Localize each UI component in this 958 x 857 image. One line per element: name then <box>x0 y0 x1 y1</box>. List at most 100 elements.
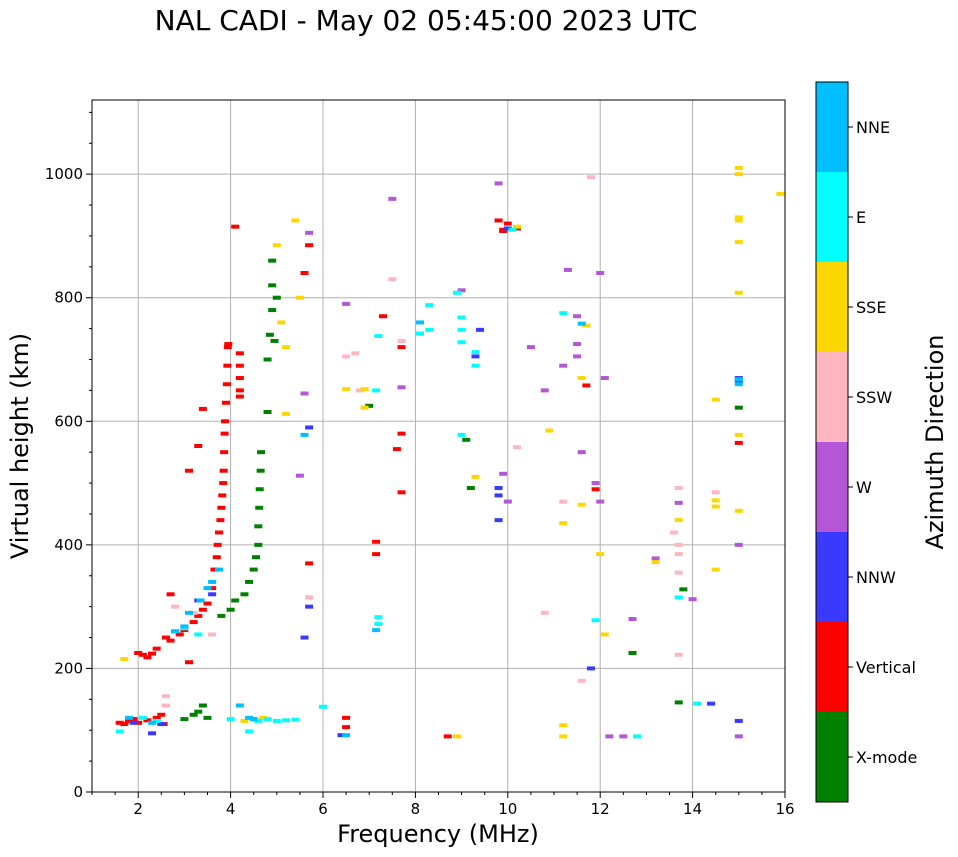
data-point-vertical <box>494 218 503 223</box>
data-point-e <box>319 704 327 709</box>
data-point-e <box>374 334 383 339</box>
data-point-nnw <box>471 354 480 359</box>
data-point-ssw <box>208 632 217 637</box>
data-point-x-mode <box>203 715 212 720</box>
data-point-vertical <box>198 607 207 612</box>
data-point-ssw <box>513 445 522 450</box>
colorbar-swatch <box>816 262 848 352</box>
data-point-vertical <box>120 722 129 727</box>
data-point-sse <box>342 387 351 392</box>
data-point-vertical <box>372 552 381 557</box>
colorbar-tick-label: NNE <box>856 118 890 137</box>
data-point-nnw <box>586 666 595 671</box>
data-point-vertical <box>129 717 138 722</box>
data-point-w <box>573 354 582 359</box>
data-point-vertical <box>582 383 591 388</box>
data-point-x-mode <box>252 555 261 560</box>
data-point-x-mode <box>245 579 254 584</box>
data-point-ssw <box>711 490 720 495</box>
data-point-x-mode <box>254 524 263 529</box>
data-point-e <box>471 350 480 355</box>
data-point-x-mode <box>265 332 274 337</box>
data-point-vertical <box>166 592 175 597</box>
data-point-x-mode <box>263 410 272 415</box>
colorbar-swatch <box>816 172 848 262</box>
data-point-sse <box>734 165 743 170</box>
data-point-ssw <box>540 610 549 615</box>
x-tick-label: 2 <box>133 800 143 818</box>
data-point-sse <box>545 428 554 433</box>
data-point-vertical <box>219 481 228 486</box>
colorbar-swatch <box>816 82 848 172</box>
data-point-x-mode <box>255 487 264 492</box>
data-point-sse <box>282 345 291 350</box>
data-point-vertical <box>189 620 198 625</box>
data-point-w <box>651 556 660 561</box>
data-point-x-mode <box>272 295 281 300</box>
data-points <box>115 165 785 739</box>
data-point-e <box>425 327 434 332</box>
data-point-ssw <box>586 175 595 180</box>
data-point-ssw <box>397 338 406 343</box>
colorbar-tick-label: SSE <box>856 298 886 317</box>
data-point-w <box>397 385 406 390</box>
colorbar-swatch <box>816 442 848 532</box>
data-point-x-mode <box>240 592 249 597</box>
data-point-x-mode <box>194 709 203 714</box>
data-point-vertical <box>194 444 203 448</box>
data-point-vertical <box>397 490 406 495</box>
data-point-ssw <box>171 604 180 609</box>
data-point-vertical <box>216 518 225 523</box>
colorbar-label: Azimuth Direction <box>921 335 949 550</box>
data-point-x-mode <box>462 437 471 442</box>
data-point-sse <box>360 387 369 392</box>
data-point-ssw <box>161 703 170 708</box>
data-point-sse <box>776 191 785 196</box>
data-point-e <box>452 290 461 295</box>
data-point-w <box>619 734 628 739</box>
data-point-w <box>605 734 614 739</box>
data-point-x-mode <box>263 357 272 362</box>
data-point-sse <box>596 552 605 557</box>
data-point-w <box>559 363 568 368</box>
data-point-w <box>494 181 503 186</box>
data-point-vertical <box>397 431 406 436</box>
data-point-sse <box>240 718 249 723</box>
data-point-nnw <box>503 226 512 231</box>
x-tick-label: 10 <box>498 800 517 818</box>
data-point-vertical <box>221 419 230 424</box>
data-point-w <box>388 196 397 201</box>
data-point-sse <box>291 218 300 223</box>
data-point-nne <box>124 715 133 720</box>
data-point-e <box>457 327 466 332</box>
data-point-x-mode <box>255 505 264 510</box>
data-point-sse <box>559 734 568 739</box>
data-point-x-mode <box>254 542 263 547</box>
colorbar-swatch <box>816 622 848 712</box>
data-point-e <box>508 227 517 232</box>
data-point-vertical <box>342 715 351 720</box>
data-point-sse <box>711 397 720 402</box>
data-point-vertical <box>203 601 212 606</box>
data-point-nnw <box>494 493 503 498</box>
data-point-e <box>254 718 263 723</box>
data-point-w <box>628 617 637 621</box>
data-point-vertical <box>305 561 314 566</box>
data-point-e <box>372 388 381 393</box>
data-point-vertical <box>161 635 170 640</box>
data-point-nne <box>180 624 189 629</box>
chart-title: NAL CADI - May 02 05:45:00 2023 UTC <box>154 4 698 37</box>
data-point-ssw <box>388 277 397 282</box>
data-point-x-mode <box>226 607 235 612</box>
data-point-ssw <box>577 678 586 683</box>
data-point-vertical <box>138 652 147 657</box>
data-point-w <box>591 481 600 486</box>
data-point-vertical <box>124 718 133 723</box>
data-point-vertical <box>213 542 222 547</box>
data-point-x-mode <box>268 308 277 313</box>
data-point-vertical <box>231 224 240 229</box>
data-point-vertical <box>152 646 161 651</box>
data-point-w <box>503 499 512 504</box>
data-point-ssw <box>355 388 364 393</box>
data-point-x-mode <box>180 717 189 722</box>
